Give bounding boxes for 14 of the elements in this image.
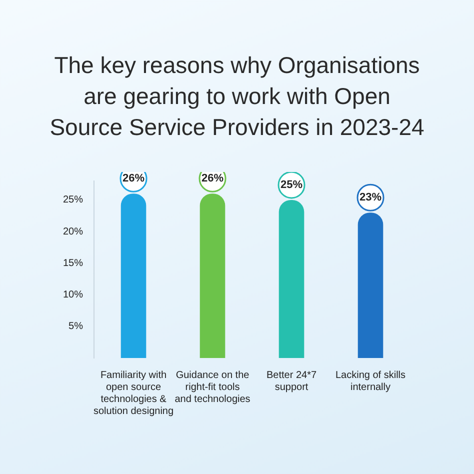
y-tick-label: 10% bbox=[63, 290, 84, 301]
data-label: 23% bbox=[359, 192, 382, 204]
x-tick-label: Better 24*7 support bbox=[266, 370, 317, 393]
data-label: 26% bbox=[201, 172, 224, 185]
y-tick-label: 15% bbox=[63, 258, 84, 269]
x-tick-label: Lacking of skills internally bbox=[335, 370, 406, 393]
chart-title: The key reasons why Organisations are gearing to work with Open Source Service Providers in 2023-24 bbox=[48, 51, 426, 142]
data-label: 26% bbox=[122, 172, 145, 185]
y-tick-label: 5% bbox=[68, 321, 84, 332]
data-label: 25% bbox=[280, 178, 303, 191]
y-tick-label: 20% bbox=[63, 226, 84, 238]
x-tick-label: Guidance on the right-fit tools and technologies bbox=[174, 370, 250, 405]
y-tick-label: 25% bbox=[63, 194, 84, 206]
x-tick-label: Familiarity with open source technologies & solution designing bbox=[93, 370, 174, 417]
